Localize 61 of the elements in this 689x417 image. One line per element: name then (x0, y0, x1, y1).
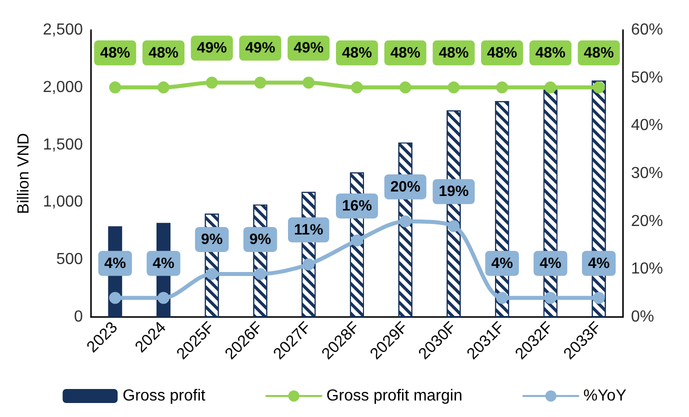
y-tick-label: 0 (74, 308, 84, 326)
point (254, 76, 266, 89)
data-label: 16% (342, 197, 372, 214)
y-tick-label: 1,500 (42, 136, 84, 154)
data-label: 48% (148, 44, 179, 62)
data-label: 48% (342, 44, 372, 62)
point (302, 258, 315, 270)
data-label: 4% (588, 254, 610, 272)
y-axis-title: Billion VND (16, 133, 32, 214)
data-label: 4% (152, 254, 174, 272)
point (302, 76, 315, 89)
data-label: 11% (294, 221, 324, 238)
point (399, 81, 412, 94)
data-label: 48% (438, 44, 469, 62)
data-label: 20% (390, 178, 420, 196)
data-label: 9% (249, 230, 272, 248)
data-label: 4% (491, 254, 513, 272)
y2-tick-label: 20% (631, 212, 664, 230)
point (350, 234, 363, 246)
y2-tick-label: 40% (631, 117, 664, 134)
point (496, 292, 508, 304)
point (496, 81, 508, 94)
legend-label: %YoY (583, 388, 627, 404)
data-label: 49% (294, 40, 324, 57)
data-label: 4% (104, 254, 126, 272)
point (350, 81, 363, 94)
point (592, 81, 605, 94)
data-label: 48% (487, 44, 518, 62)
point (448, 81, 460, 94)
y2-tick-label: 50% (631, 69, 664, 86)
point (399, 215, 412, 228)
y2-tick-label: 60% (631, 22, 664, 38)
data-label: 48% (390, 44, 420, 62)
y2-tick-label: 0% (631, 308, 654, 326)
point (544, 292, 556, 304)
data-label: 48% (584, 44, 614, 62)
point (544, 81, 556, 94)
data-label: 48% (535, 44, 566, 62)
data-label: 48% (100, 44, 130, 62)
data-label: 49% (196, 40, 227, 57)
point (206, 76, 218, 89)
y2-tick-label: 30% (631, 165, 664, 182)
point (109, 292, 122, 304)
data-label: 4% (540, 254, 562, 272)
point (206, 268, 218, 280)
y-tick-label: 2,000 (42, 78, 84, 96)
y2-tick-label: 10% (631, 260, 664, 278)
y-tick-label: 2,500 (42, 22, 84, 38)
legend-label: Gross profit (122, 388, 206, 404)
data-label: 9% (201, 230, 223, 248)
point (448, 220, 460, 232)
y-tick-label: 500 (56, 251, 84, 268)
point (158, 292, 170, 304)
point (592, 292, 605, 304)
point (109, 81, 122, 94)
y-tick-label: 1,000 (42, 194, 84, 211)
point (158, 81, 170, 94)
legend-label: Gross profit margin (326, 388, 462, 404)
data-label: 49% (245, 40, 276, 57)
data-label: 19% (438, 183, 469, 200)
point (254, 268, 266, 280)
